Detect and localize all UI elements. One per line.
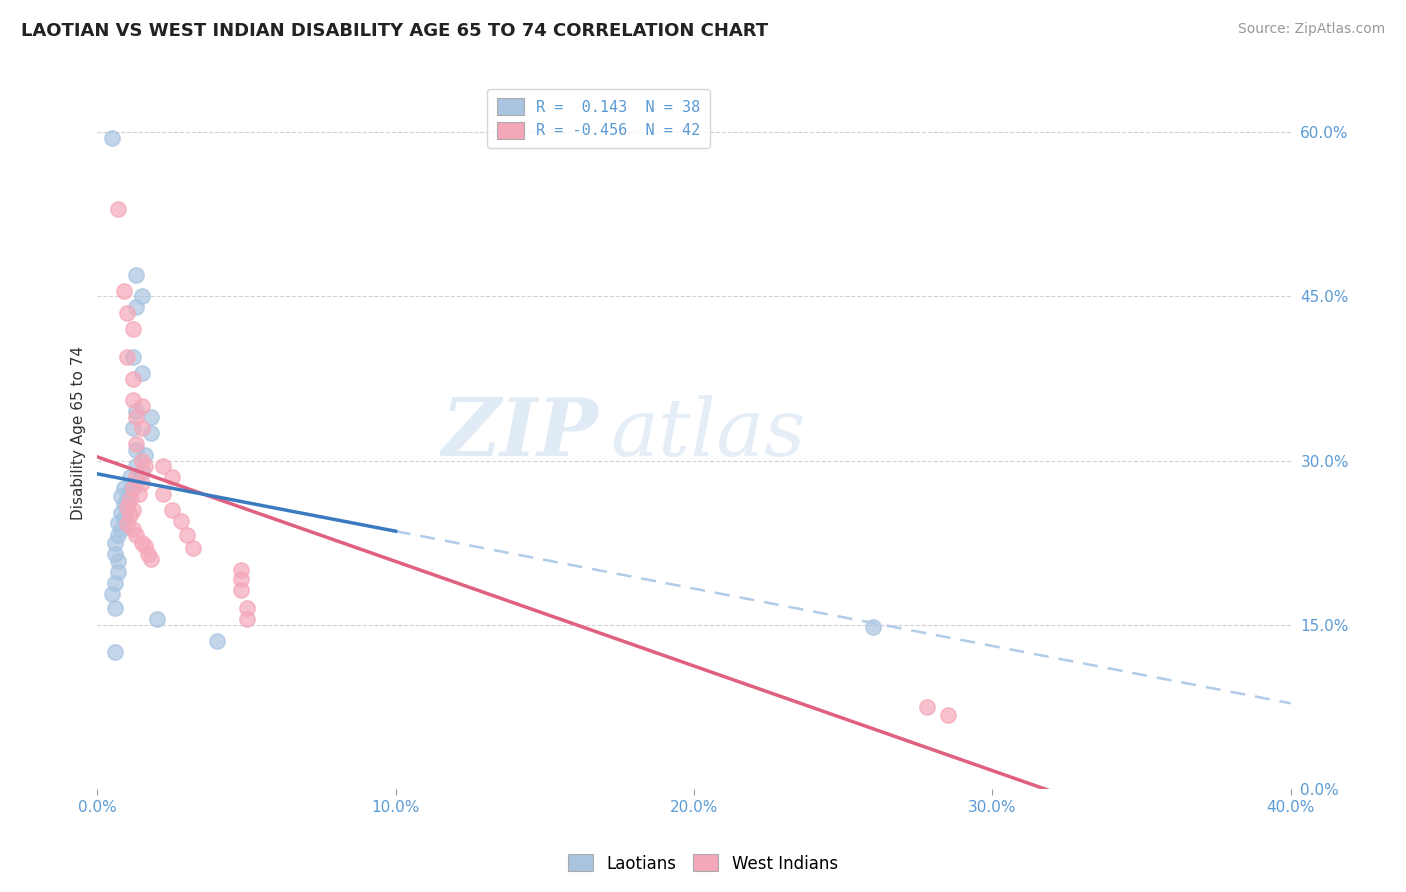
- Point: [131, 289, 153, 303]
- Point: [122, 322, 145, 336]
- Point: [115, 491, 138, 506]
- Point: [115, 500, 138, 514]
- Text: atlas: atlas: [610, 394, 806, 472]
- Point: [122, 481, 145, 495]
- Point: [170, 514, 193, 528]
- Point: [120, 508, 142, 523]
- Point: [110, 489, 132, 503]
- Point: [125, 268, 148, 282]
- Point: [152, 459, 174, 474]
- Point: [176, 528, 198, 542]
- Point: [131, 421, 153, 435]
- Point: [107, 566, 129, 580]
- Point: [107, 202, 129, 216]
- Point: [139, 409, 162, 424]
- Point: [104, 547, 127, 561]
- Text: Source: ZipAtlas.com: Source: ZipAtlas.com: [1237, 22, 1385, 37]
- Point: [115, 306, 138, 320]
- Point: [125, 528, 148, 542]
- Point: [107, 516, 129, 530]
- Point: [235, 612, 257, 626]
- Point: [131, 366, 153, 380]
- Legend: R =  0.143  N = 38, R = -0.456  N = 42: R = 0.143 N = 38, R = -0.456 N = 42: [488, 88, 710, 148]
- Point: [122, 503, 145, 517]
- Point: [205, 634, 228, 648]
- Point: [125, 301, 148, 315]
- Point: [134, 448, 156, 462]
- Point: [104, 576, 127, 591]
- Point: [122, 421, 145, 435]
- Text: ZIP: ZIP: [441, 394, 599, 472]
- Point: [115, 350, 138, 364]
- Point: [229, 572, 252, 586]
- Point: [104, 536, 127, 550]
- Point: [125, 409, 148, 424]
- Point: [152, 486, 174, 500]
- Point: [101, 130, 124, 145]
- Point: [139, 552, 162, 566]
- Point: [125, 404, 148, 418]
- Point: [125, 437, 148, 451]
- Point: [235, 601, 257, 615]
- Point: [131, 475, 153, 490]
- Point: [120, 470, 142, 484]
- Point: [160, 503, 183, 517]
- Point: [115, 500, 138, 514]
- Point: [107, 554, 129, 568]
- Point: [101, 587, 124, 601]
- Point: [104, 601, 127, 615]
- Point: [104, 645, 127, 659]
- Point: [122, 350, 145, 364]
- Point: [112, 498, 135, 512]
- Point: [181, 541, 204, 556]
- Point: [160, 470, 183, 484]
- Point: [107, 528, 129, 542]
- Point: [110, 522, 132, 536]
- Legend: Laotians, West Indians: Laotians, West Indians: [561, 847, 845, 880]
- Point: [125, 442, 148, 457]
- Point: [120, 484, 142, 499]
- Point: [131, 399, 153, 413]
- Point: [122, 371, 145, 385]
- Point: [112, 284, 135, 298]
- Point: [131, 465, 153, 479]
- Point: [862, 620, 884, 634]
- Point: [112, 510, 135, 524]
- Point: [120, 491, 142, 506]
- Point: [131, 536, 153, 550]
- Point: [131, 453, 153, 467]
- Point: [136, 547, 159, 561]
- Point: [936, 707, 959, 722]
- Point: [139, 426, 162, 441]
- Y-axis label: Disability Age 65 to 74: Disability Age 65 to 74: [72, 346, 86, 520]
- Point: [128, 486, 150, 500]
- Point: [229, 582, 252, 597]
- Point: [122, 522, 145, 536]
- Point: [125, 470, 148, 484]
- Point: [915, 700, 938, 714]
- Point: [134, 459, 156, 474]
- Point: [125, 475, 148, 490]
- Text: LAOTIAN VS WEST INDIAN DISABILITY AGE 65 TO 74 CORRELATION CHART: LAOTIAN VS WEST INDIAN DISABILITY AGE 65…: [21, 22, 768, 40]
- Point: [112, 481, 135, 495]
- Point: [110, 506, 132, 520]
- Point: [125, 459, 148, 474]
- Point: [115, 517, 138, 532]
- Point: [146, 612, 169, 626]
- Point: [122, 393, 145, 408]
- Point: [134, 539, 156, 553]
- Point: [229, 563, 252, 577]
